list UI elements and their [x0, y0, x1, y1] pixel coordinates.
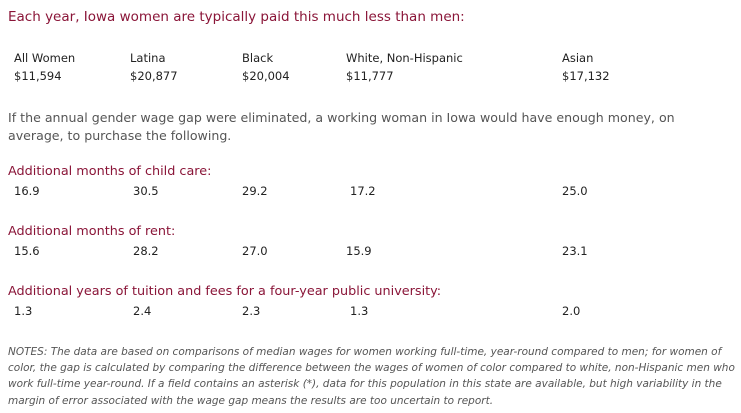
- tuition-black: 2.3: [242, 304, 261, 318]
- tuition-asian: 2.0: [562, 304, 581, 318]
- child-care-white: 17.2: [350, 184, 376, 198]
- gap-value-latina: $20,877: [130, 69, 178, 83]
- gap-value-black: $20,004: [242, 69, 290, 83]
- child-care-asian: 25.0: [562, 184, 588, 198]
- intro-text: If the annual gender wage gap were elimi…: [8, 110, 675, 143]
- group-label-asian: Asian: [562, 51, 594, 65]
- section-title-tuition: Additional years of tuition and fees for…: [8, 284, 442, 299]
- rent-all-women: 15.6: [14, 244, 40, 258]
- rent-white: 15.9: [346, 244, 372, 258]
- gap-value-asian: $17,132: [562, 69, 610, 83]
- notes-text: NOTES: The data are based on comparisons…: [8, 346, 735, 407]
- tuition-white: 1.3: [350, 304, 369, 318]
- group-label-all-women: All Women: [14, 51, 76, 65]
- page-title: Each year, Iowa women are typically paid…: [8, 9, 465, 25]
- tuition-latina: 2.4: [133, 304, 152, 318]
- group-label-black: Black: [242, 51, 274, 65]
- section-title-rent: Additional months of rent:: [8, 224, 176, 239]
- child-care-latina: 30.5: [133, 184, 159, 198]
- rent-black: 27.0: [242, 244, 268, 258]
- child-care-black: 29.2: [242, 184, 268, 198]
- group-label-latina: Latina: [130, 51, 166, 65]
- gap-value-white: $11,777: [346, 69, 394, 83]
- child-care-all-women: 16.9: [14, 184, 40, 198]
- gap-value-all-women: $11,594: [14, 69, 62, 83]
- tuition-all-women: 1.3: [14, 304, 33, 318]
- section-title-child-care: Additional months of child care:: [8, 164, 212, 179]
- rent-latina: 28.2: [133, 244, 159, 258]
- rent-asian: 23.1: [562, 244, 588, 258]
- group-label-white: White, Non-Hispanic: [346, 51, 463, 65]
